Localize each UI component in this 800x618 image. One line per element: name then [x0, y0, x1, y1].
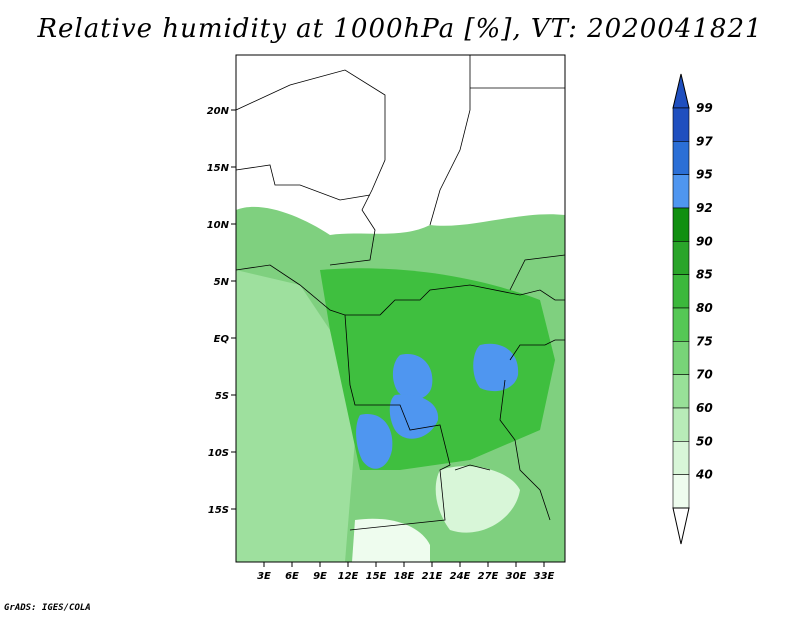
colorbar-segment [672, 307, 690, 342]
colorbar: 99 97 95 92 90 85 80 75 70 60 50 40 [672, 73, 713, 545]
colorbar-segment [672, 374, 690, 409]
lon-tick-label: 21E [422, 571, 443, 582]
colorbar-segment [672, 107, 690, 142]
lat-tick-label: 5N [214, 277, 230, 288]
lat-axis: 20N 15N 10N 5N EQ 5S 10S 15S [207, 106, 236, 516]
ocean-field [236, 270, 355, 562]
colorbar-label: 50 [696, 434, 713, 448]
lon-tick-label: 18E [394, 571, 415, 582]
lat-tick-label: 10S [208, 448, 229, 459]
colorbar-label: 70 [696, 368, 713, 382]
lon-tick-label: 30E [506, 571, 527, 582]
lon-tick-label: 9E [313, 571, 327, 582]
map-title: Relative humidity at 1000hPa [%], VT: 20… [37, 14, 763, 44]
colorbar-label: 85 [696, 268, 713, 282]
colorbar-label: 40 [695, 468, 713, 482]
saturated-patch-3 [356, 414, 393, 469]
colorbar-segments [672, 107, 690, 509]
lat-tick-label: 20N [207, 106, 230, 117]
colorbar-labels: 99 97 95 92 90 85 80 75 70 60 50 40 [695, 101, 713, 482]
dry-south [435, 466, 520, 533]
colorbar-label: 95 [696, 168, 713, 182]
colorbar-label: 99 [696, 101, 713, 115]
colorbar-segment [672, 207, 690, 242]
lon-tick-label: 6E [285, 571, 299, 582]
lat-tick-label: 10N [207, 220, 230, 231]
colorbar-top-arrow [672, 73, 690, 109]
lon-tick-label: 33E [534, 571, 555, 582]
colorbar-segment [672, 441, 690, 475]
colorbar-segment [672, 407, 690, 442]
colorbar-label: 90 [696, 234, 713, 248]
country-borders [235, 55, 566, 531]
lat-tick-label: EQ [214, 334, 230, 345]
colorbar-segment [672, 174, 690, 209]
saturated-patch-1 [392, 354, 433, 400]
colorbar-segment [672, 241, 690, 275]
colorbar-segment [672, 341, 690, 375]
colorbar-label: 97 [696, 134, 713, 148]
lat-tick-label: 15S [208, 505, 229, 516]
dry-southwest [352, 518, 430, 562]
colorbar-segment [672, 474, 690, 509]
grads-credit: GrADS: IGES/COLA [4, 603, 91, 613]
colorbar-label: 75 [696, 334, 713, 348]
colorbar-label: 80 [696, 301, 713, 315]
colorbar-segment [672, 141, 690, 175]
lat-tick-label: 15N [207, 163, 230, 174]
lon-tick-label: 24E [450, 571, 471, 582]
colorbar-segment [672, 274, 690, 309]
saturated-patch-2 [473, 343, 519, 392]
colorbar-label: 92 [696, 201, 713, 215]
map-panel [235, 54, 566, 563]
colorbar-bottom-arrow [672, 507, 690, 545]
lon-tick-label: 12E [338, 571, 359, 582]
colorbar-label: 60 [696, 401, 713, 415]
lon-axis: 3E 6E 9E 12E 15E 18E 21E 24E 27E 30E 33E [257, 562, 555, 582]
lon-tick-label: 3E [257, 571, 271, 582]
lon-tick-label: 15E [366, 571, 387, 582]
lat-tick-label: 5S [215, 391, 229, 402]
lon-tick-label: 27E [478, 571, 499, 582]
